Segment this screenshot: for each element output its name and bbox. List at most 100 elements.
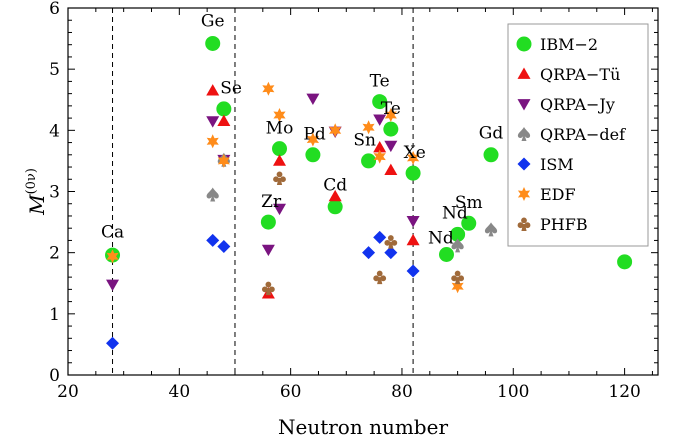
y-tick-label: 4	[49, 121, 60, 141]
data-point	[273, 154, 287, 166]
point-label: Te	[370, 71, 390, 91]
data-point-stem	[377, 277, 383, 285]
legend-box	[507, 23, 649, 247]
data-point-stem	[388, 241, 394, 249]
data-point-lobe	[265, 281, 272, 288]
x-tick-label: 40	[169, 382, 191, 402]
data-point	[483, 147, 499, 163]
data-point	[373, 140, 387, 153]
data-point	[373, 270, 387, 285]
data-point-lobe	[451, 275, 458, 282]
axes: 20 40 60 80 100 120 0 1 2 3 4 5 6 Neutron number M(0ν)	[24, 0, 659, 439]
data-point	[273, 108, 286, 122]
data-point-stem	[276, 178, 283, 186]
data-point	[260, 214, 276, 230]
legend-marker	[517, 127, 531, 141]
data-point	[272, 141, 288, 157]
data-point-lobe	[261, 286, 268, 293]
data-point	[362, 120, 375, 135]
data-point-lobe	[380, 275, 387, 282]
legend-marker	[517, 157, 531, 171]
point-label: Mo	[266, 118, 294, 138]
point-label: Nd	[442, 203, 468, 223]
data-point	[305, 147, 321, 163]
data-point	[484, 222, 498, 237]
y-tick-label: 2	[49, 244, 60, 264]
legend-marker	[517, 187, 531, 201]
y-tick-label: 6	[49, 0, 60, 19]
data-point	[405, 165, 421, 181]
point-label: Nd	[428, 228, 454, 248]
data-point	[451, 279, 464, 294]
data-point	[384, 246, 398, 260]
legend-marker-lobe	[521, 217, 527, 224]
x-tick-label: 20	[57, 382, 79, 402]
data-point-lobe	[458, 275, 465, 282]
legend-marker	[517, 99, 531, 111]
data-point	[384, 140, 398, 153]
point-label: Gd	[479, 123, 504, 143]
y-tick-label: 3	[49, 183, 60, 203]
point-label: Xe	[404, 143, 426, 163]
data-point	[217, 240, 231, 254]
data-point	[362, 246, 376, 260]
point-label: Ge	[201, 11, 225, 31]
data-point-lobe	[276, 171, 283, 178]
legend-marker	[517, 67, 531, 79]
data-point	[206, 116, 220, 128]
data-point	[361, 153, 377, 169]
data-point	[217, 153, 230, 168]
legend-label: EDF	[540, 185, 576, 204]
data-point	[451, 238, 464, 253]
legend-label: QRPA−def	[540, 125, 626, 144]
data-point	[451, 270, 465, 285]
legend-label: IBM−2	[540, 35, 598, 54]
y-tick-label: 5	[49, 60, 60, 80]
data-point-lobe	[384, 239, 391, 246]
series-0	[105, 35, 633, 270]
data-point	[206, 187, 219, 202]
data-point	[206, 233, 220, 247]
x-axis-title: Neutron number	[278, 415, 448, 439]
y-axis-title-main: M	[25, 194, 49, 216]
data-point	[106, 279, 120, 291]
data-point	[261, 244, 275, 257]
y-tick-label: 0	[49, 366, 60, 386]
data-point	[106, 336, 120, 350]
series-5	[106, 81, 464, 294]
data-point	[373, 230, 387, 244]
data-point-lobe	[273, 176, 279, 183]
point-label: Cd	[323, 175, 347, 195]
y-axis-title-sup: (0ν)	[24, 168, 39, 194]
legend-marker	[516, 36, 532, 52]
data-point	[273, 171, 286, 186]
data-point	[329, 123, 342, 138]
series-6	[261, 171, 465, 296]
data-point	[406, 215, 420, 228]
x-tick-label: 60	[280, 382, 302, 402]
data-point-lobe	[391, 239, 398, 246]
data-point	[306, 132, 319, 147]
point-label: Se	[220, 79, 242, 99]
data-point-stem	[455, 277, 461, 285]
data-point	[450, 226, 466, 242]
data-point-lobe	[376, 270, 383, 277]
data-point-lobe	[454, 270, 461, 277]
point-label: Zr	[261, 192, 282, 212]
series-4	[106, 230, 420, 350]
legend-label: ISM	[540, 155, 574, 174]
legend-label: QRPA−Jy	[540, 95, 615, 114]
data-point	[206, 84, 220, 96]
data-point	[261, 281, 275, 296]
legend-label: QRPA−Tü	[540, 65, 620, 84]
data-point	[383, 121, 399, 137]
legend-marker-lobe	[517, 222, 524, 229]
data-point	[384, 163, 398, 175]
data-point	[216, 101, 232, 117]
point-label: Pd	[303, 125, 325, 145]
legend-label: PHFB	[540, 215, 588, 234]
data-point	[262, 81, 275, 96]
data-point	[373, 149, 386, 164]
data-point	[617, 254, 633, 270]
